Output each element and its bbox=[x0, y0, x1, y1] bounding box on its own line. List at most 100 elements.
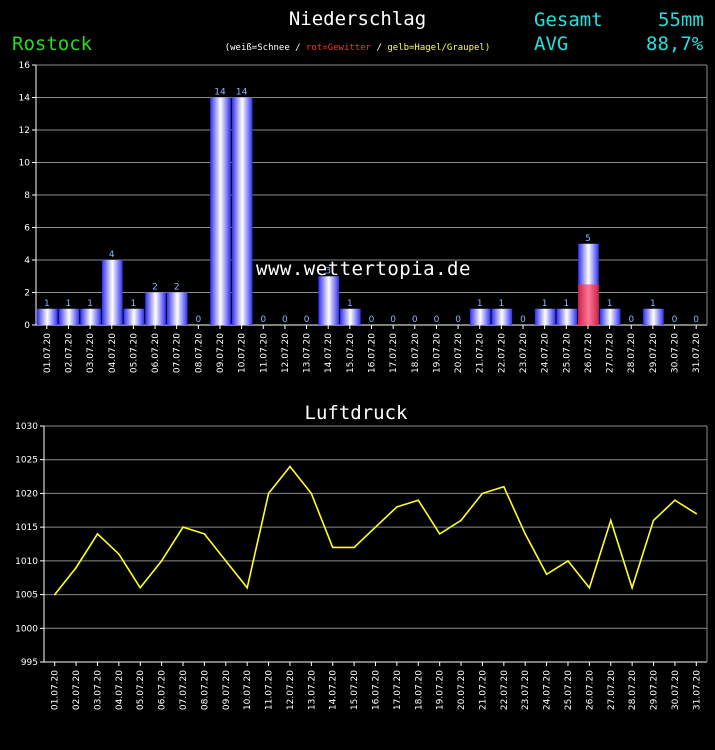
pressure-x-tick-label: 21.07.20 bbox=[478, 670, 488, 710]
pressure-point bbox=[417, 499, 420, 501]
precip-bar bbox=[340, 308, 361, 325]
precip-data-label: 1 bbox=[563, 299, 569, 309]
pressure-x-tick-label: 16.07.20 bbox=[372, 670, 382, 710]
precip-x-tick-label: 14.07.20 bbox=[324, 333, 334, 373]
pressure-point bbox=[96, 533, 99, 535]
precip-x-tick-label: 03.07.20 bbox=[86, 333, 96, 373]
precip-data-label: 0 bbox=[195, 315, 201, 325]
precip-x-tick-label: 02.07.20 bbox=[64, 333, 74, 373]
precip-bar bbox=[643, 308, 664, 325]
precip-data-label: 0 bbox=[369, 315, 375, 325]
precip-y-tick-label: 10 bbox=[19, 159, 31, 169]
pressure-x-tick-label: 11.07.20 bbox=[265, 670, 275, 710]
precip-data-label: 0 bbox=[455, 315, 461, 325]
precip-data-label: 1 bbox=[44, 299, 50, 309]
pressure-x-tick-label: 07.07.20 bbox=[179, 670, 189, 710]
precip-bar bbox=[491, 308, 513, 325]
pressure-x-tick-label: 20.07.20 bbox=[457, 670, 467, 710]
pressure-x-tick-label: 26.07.20 bbox=[585, 670, 595, 710]
pressure-point bbox=[75, 566, 77, 569]
pressure-chart-title: Luftdruck bbox=[305, 402, 409, 424]
pressure-x-tick-label: 31.07.20 bbox=[692, 670, 702, 710]
pressure-x-tick-label: 06.07.20 bbox=[158, 670, 168, 710]
pressure-x-tick-label: 09.07.20 bbox=[222, 670, 232, 710]
pressure-x-tick-label: 24.07.20 bbox=[543, 670, 553, 710]
pressure-point bbox=[182, 526, 184, 528]
pressure-point bbox=[503, 485, 505, 488]
precip-data-label: 4 bbox=[109, 250, 115, 260]
pressure-y-tick-label: 1025 bbox=[15, 456, 38, 466]
precip-data-label: 0 bbox=[434, 315, 440, 325]
pressure-point bbox=[139, 587, 142, 589]
precip-bar bbox=[123, 308, 145, 325]
precip-bar bbox=[166, 292, 188, 325]
pressure-point bbox=[567, 560, 569, 562]
precip-bar bbox=[231, 97, 253, 325]
pressure-point bbox=[609, 519, 612, 522]
precip-bar bbox=[80, 308, 101, 325]
precip-x-tick-label: 08.07.20 bbox=[194, 333, 204, 373]
pressure-point bbox=[203, 533, 206, 535]
pressure-y-tick-label: 1030 bbox=[15, 422, 38, 432]
precip-data-label: 1 bbox=[499, 299, 505, 309]
precip-x-tick-label: 15.07.20 bbox=[346, 333, 356, 373]
precip-bar bbox=[556, 308, 578, 325]
pressure-x-tick-label: 18.07.20 bbox=[414, 670, 424, 710]
precip-bar bbox=[37, 308, 58, 325]
pressure-point bbox=[224, 560, 227, 562]
precip-x-tick-label: 07.07.20 bbox=[173, 333, 183, 373]
pressure-x-tick-label: 30.07.20 bbox=[671, 670, 681, 710]
precip-y-tick-label: 14 bbox=[19, 94, 31, 104]
precip-x-tick-label: 01.07.20 bbox=[43, 333, 53, 373]
precip-x-tick-label: 09.07.20 bbox=[216, 333, 226, 373]
pressure-x-tick-label: 03.07.20 bbox=[93, 670, 103, 710]
legend-separator: / bbox=[289, 43, 307, 53]
precip-x-tick-label: 19.07.20 bbox=[432, 333, 442, 373]
precip-data-label: 0 bbox=[672, 315, 678, 325]
pressure-x-tick-label: 01.07.20 bbox=[51, 670, 61, 710]
pressure-y-tick-label: 1015 bbox=[15, 523, 38, 533]
precip-data-label: 0 bbox=[412, 315, 418, 325]
pressure-point bbox=[289, 465, 291, 468]
pressure-point bbox=[588, 587, 591, 589]
pressure-x-tick-label: 02.07.20 bbox=[72, 670, 82, 710]
pressure-x-tick-label: 04.07.20 bbox=[115, 670, 125, 710]
pressure-x-tick-label: 15.07.20 bbox=[350, 670, 360, 710]
precip-legend: (weiß=Schnee / rot=Gewitter / gelb=Hagel… bbox=[0, 43, 715, 53]
pressure-point bbox=[695, 512, 698, 515]
pressure-line bbox=[54, 465, 697, 596]
station-name: Rostock bbox=[12, 33, 93, 55]
precip-data-label: 1 bbox=[607, 299, 613, 309]
pressure-point bbox=[246, 587, 248, 589]
pressure-point bbox=[631, 587, 633, 589]
precip-data-label: 0 bbox=[693, 315, 699, 325]
pressure-point bbox=[267, 492, 270, 495]
precip-y-tick-label: 0 bbox=[24, 321, 30, 331]
precip-x-tick-label: 25.07.20 bbox=[562, 333, 572, 373]
pressure-point bbox=[481, 492, 484, 495]
precip-x-tick-label: 10.07.20 bbox=[238, 333, 248, 373]
precip-x-tick-label: 29.07.20 bbox=[649, 333, 659, 373]
precip-y-tick-label: 2 bbox=[24, 289, 30, 299]
precip-data-label: 2 bbox=[174, 283, 180, 293]
pressure-x-tick-label: 12.07.20 bbox=[286, 670, 296, 710]
precip-data-label: 1 bbox=[542, 299, 548, 309]
pressure-point bbox=[331, 546, 334, 549]
precip-x-tick-label: 05.07.20 bbox=[129, 333, 139, 373]
pressure-y-tick-label: 1000 bbox=[15, 624, 38, 634]
pressure-point bbox=[524, 533, 527, 535]
precip-bar bbox=[534, 308, 556, 325]
legend-thunderstorm: rot=Gewitter bbox=[306, 43, 372, 53]
pressure-x-tick-label: 14.07.20 bbox=[329, 670, 339, 710]
pressure-point bbox=[674, 499, 676, 501]
pressure-x-tick-label: 29.07.20 bbox=[650, 670, 660, 710]
precip-x-tick-label: 16.07.20 bbox=[368, 333, 378, 373]
precip-data-label: 3 bbox=[325, 266, 331, 276]
pressure-point bbox=[310, 492, 313, 495]
pressure-x-tick-label: 17.07.20 bbox=[393, 670, 403, 710]
pressure-point bbox=[374, 526, 377, 528]
pressure-x-tick-label: 13.07.20 bbox=[307, 670, 317, 710]
precip-y-tick-label: 8 bbox=[24, 191, 30, 201]
pressure-point bbox=[118, 553, 120, 555]
